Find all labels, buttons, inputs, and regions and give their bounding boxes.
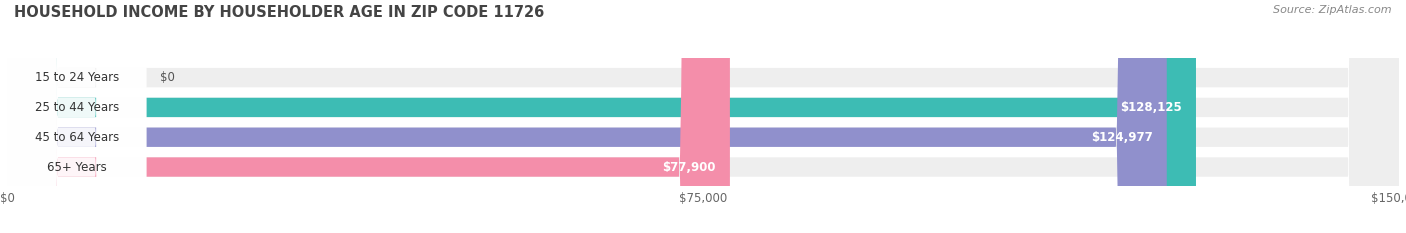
FancyBboxPatch shape xyxy=(7,0,146,233)
FancyBboxPatch shape xyxy=(7,0,1399,233)
Text: 25 to 44 Years: 25 to 44 Years xyxy=(35,101,118,114)
Text: $128,125: $128,125 xyxy=(1121,101,1182,114)
Text: $124,977: $124,977 xyxy=(1091,131,1153,144)
Text: 45 to 64 Years: 45 to 64 Years xyxy=(35,131,118,144)
FancyBboxPatch shape xyxy=(7,0,146,233)
Text: HOUSEHOLD INCOME BY HOUSEHOLDER AGE IN ZIP CODE 11726: HOUSEHOLD INCOME BY HOUSEHOLDER AGE IN Z… xyxy=(14,5,544,20)
FancyBboxPatch shape xyxy=(7,0,1399,233)
FancyBboxPatch shape xyxy=(7,0,1399,233)
FancyBboxPatch shape xyxy=(7,0,146,233)
Text: Source: ZipAtlas.com: Source: ZipAtlas.com xyxy=(1274,5,1392,15)
FancyBboxPatch shape xyxy=(7,0,146,233)
Text: $0: $0 xyxy=(160,71,174,84)
Text: 65+ Years: 65+ Years xyxy=(46,161,107,174)
Text: $77,900: $77,900 xyxy=(662,161,716,174)
FancyBboxPatch shape xyxy=(7,0,1399,233)
FancyBboxPatch shape xyxy=(7,0,1167,233)
FancyBboxPatch shape xyxy=(7,0,730,233)
Text: 15 to 24 Years: 15 to 24 Years xyxy=(35,71,118,84)
FancyBboxPatch shape xyxy=(7,0,1197,233)
